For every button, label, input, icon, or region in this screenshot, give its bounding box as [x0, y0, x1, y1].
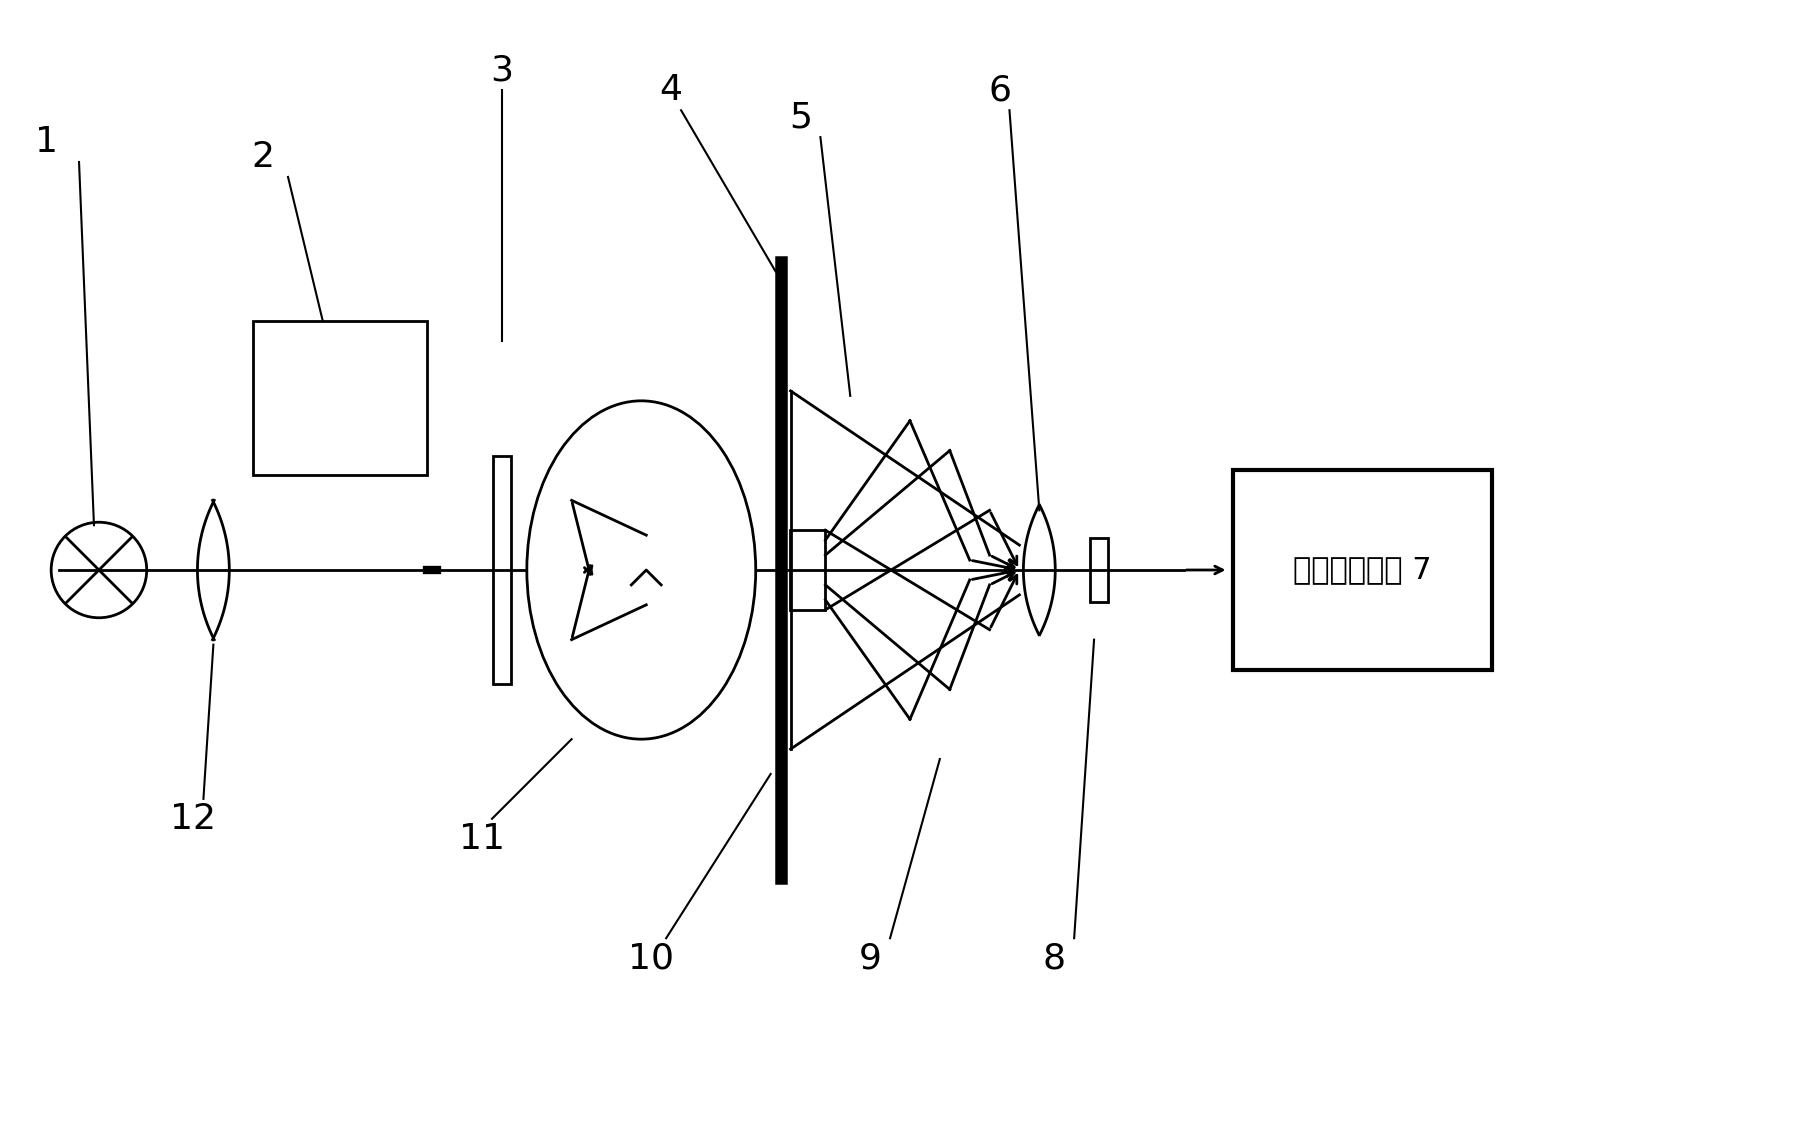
Text: 11: 11 — [458, 821, 505, 855]
Ellipse shape — [527, 401, 756, 739]
Bar — [790, 530, 824, 609]
Text: 4: 4 — [660, 73, 682, 107]
Text: 1: 1 — [34, 125, 58, 159]
Text: 10: 10 — [628, 941, 675, 975]
Bar — [492, 456, 511, 685]
Text: 2: 2 — [251, 140, 274, 174]
Text: 9: 9 — [859, 941, 882, 975]
Bar — [1234, 470, 1492, 670]
Bar — [1090, 538, 1108, 603]
Bar — [253, 321, 428, 475]
Text: 3: 3 — [491, 54, 514, 88]
Bar — [640, 530, 682, 609]
Text: 12: 12 — [170, 802, 216, 836]
Text: 信号处理系统 7: 信号处理系统 7 — [1293, 556, 1432, 584]
Text: 5: 5 — [788, 100, 812, 134]
Text: 8: 8 — [1043, 941, 1066, 975]
Text: 6: 6 — [989, 73, 1010, 107]
